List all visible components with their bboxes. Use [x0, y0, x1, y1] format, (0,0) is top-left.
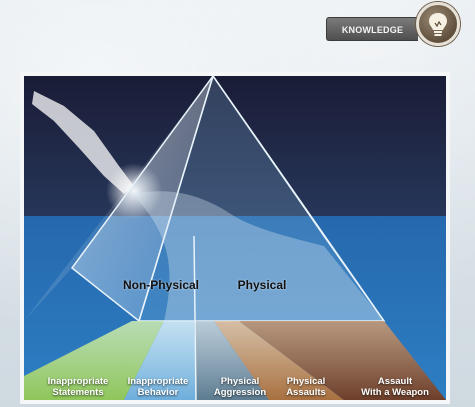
level-line2: Statements [52, 387, 104, 398]
level-line1: Inappropriate [47, 376, 109, 387]
non-physical-label: Non-Physical [122, 278, 200, 292]
level-inappropriate-behavior: Inappropriate Behavior [116, 376, 200, 398]
physical-label: Physical [237, 278, 287, 292]
level-line2: Aggression [213, 387, 267, 398]
level-physical-assaults: Physical Assaults [274, 376, 338, 398]
level-inappropriate-statements: Inappropriate Statements [34, 376, 122, 398]
level-line2: Behavior [137, 387, 179, 398]
lightbulb-icon[interactable] [416, 2, 460, 46]
level-line1: Physical [220, 376, 260, 387]
level-line2: With a Weapon [361, 387, 429, 398]
level-line1: Assault [377, 376, 413, 387]
pyramid-diagram: Non-Physical Physical Inappropriate Stat… [20, 72, 450, 404]
lightbulb-glyph [429, 13, 447, 36]
level-physical-aggression: Physical Aggression [204, 376, 276, 398]
level-line2: Assaults [286, 387, 326, 398]
level-line1: Inappropriate [127, 376, 189, 387]
knowledge-check-button[interactable]: KNOWLEDGE CHECK [326, 17, 418, 59]
level-line1: Physical [286, 376, 326, 387]
diagram-scene [24, 76, 446, 400]
level-assault-with-weapon: Assault With a Weapon [350, 376, 440, 398]
